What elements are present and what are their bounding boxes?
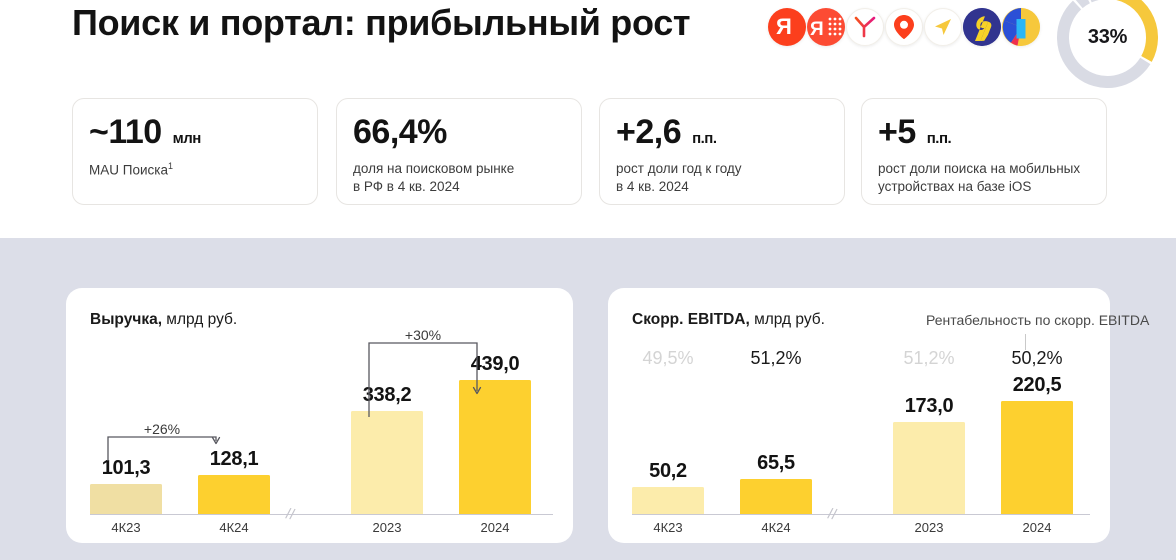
svg-text:+30%: +30% xyxy=(405,327,441,343)
svg-text:+26%: +26% xyxy=(144,421,180,437)
svg-text:Я: Я xyxy=(810,19,824,40)
svg-text:Я: Я xyxy=(776,15,792,39)
